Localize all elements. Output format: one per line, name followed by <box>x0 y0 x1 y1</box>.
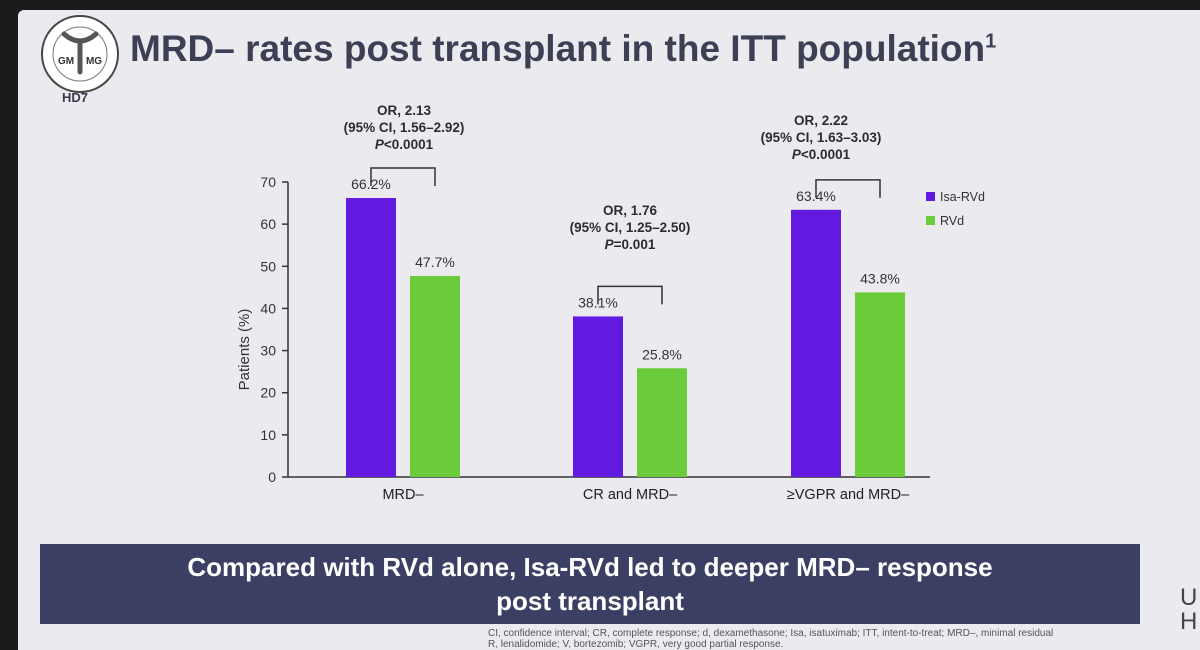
stat-p: P=0.001 <box>604 237 656 252</box>
stat-ci: (95% CI, 1.25–2.50) <box>569 220 691 235</box>
stat-annotation-cr: OR, 1.76 (95% CI, 1.25–2.50) P=0.001 <box>570 202 691 253</box>
x-category-label: CR and MRD– <box>583 487 678 503</box>
logo-subtitle: HD7 <box>62 90 89 105</box>
legend-swatch <box>926 192 935 201</box>
significance-bracket <box>597 285 663 305</box>
cropped-logo-text: U H <box>1180 584 1198 635</box>
bar-isa-rvd <box>573 316 623 477</box>
data-label: 43.8% <box>860 270 900 286</box>
legend-swatch <box>926 216 935 225</box>
stat-annotation-vgpr: OR, 2.22 (95% CI, 1.63–3.03) P<0.0001 <box>761 112 882 163</box>
stat-or: OR, 2.13 <box>376 103 432 118</box>
stat-p: P<0.0001 <box>791 147 851 162</box>
title-superscript: 1 <box>985 30 997 53</box>
data-label: 25.8% <box>642 346 682 362</box>
stat-ci: (95% CI, 1.56–2.92) <box>343 120 465 135</box>
logo-right-text: MG <box>86 56 102 67</box>
y-tick-label: 30 <box>260 343 276 359</box>
y-tick-label: 10 <box>260 427 276 443</box>
stat-annotation-mrd: OR, 2.13 (95% CI, 1.56–2.92) P<0.0001 <box>344 102 465 153</box>
conclusion-banner: Compared with RVd alone, Isa-RVd led to … <box>40 544 1140 624</box>
significance-bracket <box>815 179 881 198</box>
y-tick-label: 60 <box>260 216 276 232</box>
x-category-label: MRD– <box>382 487 424 503</box>
y-tick-label: 0 <box>268 469 276 485</box>
data-label: 47.7% <box>415 254 455 270</box>
y-tick-label: 40 <box>260 300 276 316</box>
y-axis-title: Patients (%) <box>236 309 253 391</box>
page-title: MRD– rates post transplant in the ITT po… <box>130 28 996 70</box>
banner-line-1: Compared with RVd alone, Isa-RVd led to … <box>187 552 993 582</box>
bar-rvd <box>410 275 460 477</box>
gmmg-logo: GM MG <box>41 15 119 93</box>
significance-bracket <box>370 167 436 187</box>
legend-label: RVd <box>940 214 964 228</box>
bar-isa-rvd <box>346 198 396 477</box>
footnote-line-2: R, lenalidomide; V, bortezomib; VGPR, ve… <box>488 639 784 650</box>
slide: GM MG HD7 MRD– rates post transplant in … <box>18 10 1200 650</box>
title-main: MRD– rates post transplant in the ITT po… <box>130 28 986 69</box>
x-category-label: ≥VGPR and MRD– <box>787 487 910 503</box>
footnote: CI, confidence interval; CR, complete re… <box>488 628 1053 650</box>
y-tick-label: 20 <box>260 385 276 401</box>
stat-or: OR, 2.22 <box>793 113 849 128</box>
stat-p: P<0.0001 <box>374 137 434 152</box>
legend-label: Isa-RVd <box>940 190 985 204</box>
y-tick-label: 70 <box>260 174 276 190</box>
stat-ci: (95% CI, 1.63–3.03) <box>760 130 882 145</box>
bar-isa-rvd <box>791 209 841 478</box>
banner-line-2: post transplant <box>496 586 684 616</box>
footnote-line-1: CI, confidence interval; CR, complete re… <box>488 628 1054 639</box>
bar-rvd <box>637 368 687 477</box>
logo-left-text: GM <box>58 56 74 67</box>
stat-or: OR, 1.76 <box>602 203 658 218</box>
bar-rvd <box>855 292 905 477</box>
y-tick-label: 50 <box>260 258 276 274</box>
